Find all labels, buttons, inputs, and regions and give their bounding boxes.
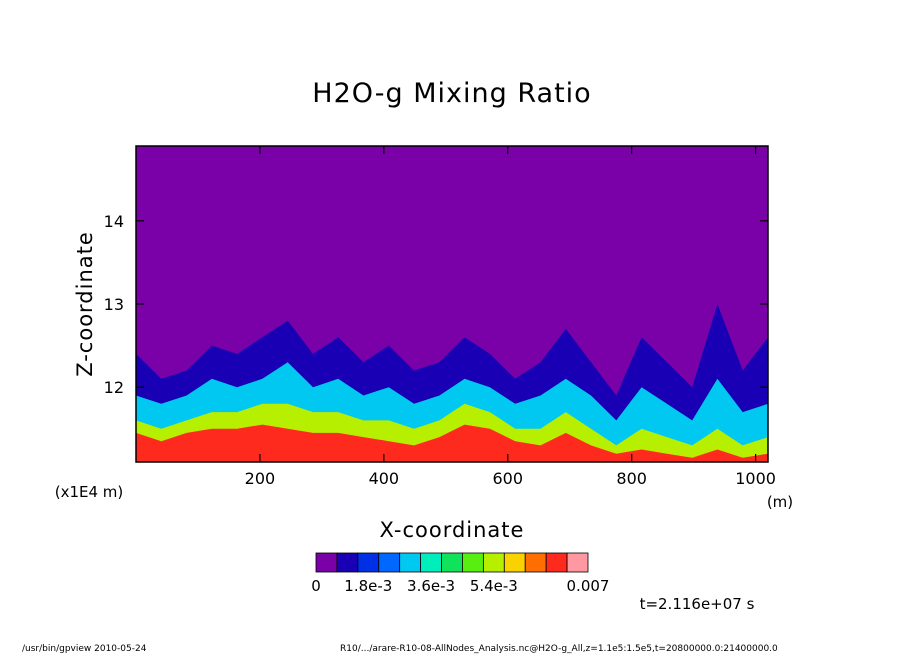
- colorbar-tick-label: 1.8e-3: [344, 577, 392, 595]
- colorbar-tick-label: 3.6e-3: [407, 577, 455, 595]
- colorbar-swatch: [357, 552, 380, 573]
- x-tick-label: 200: [245, 469, 276, 488]
- y-axis-title: Z-coordinate: [73, 231, 97, 377]
- x-unit-label: (m): [767, 493, 793, 511]
- colorbar-swatch: [566, 552, 589, 573]
- contour-band-5.0e-3: [136, 424, 768, 462]
- y-unit-label: (x1E4 m): [55, 483, 124, 501]
- y-axis-ticks: 12 13 14: [104, 212, 768, 397]
- x-axis-title: X-coordinate: [380, 518, 525, 542]
- colorbar-swatch: [399, 552, 422, 573]
- colorbar-swatch: [503, 552, 526, 573]
- colorbar-swatch: [441, 552, 463, 573]
- colorbar-tick-label: 5.4e-3: [470, 577, 518, 595]
- colorbar-swatch: [315, 552, 338, 573]
- colorbar-tick-label: 0: [311, 577, 321, 595]
- time-label: t=2.116e+07 s: [640, 595, 755, 613]
- footer-left: /usr/bin/gpview 2010-05-24: [22, 644, 147, 654]
- colorbar-swatch: [420, 552, 442, 573]
- footer-right: R10/.../arare-R10-08-AllNodes_Analysis.n…: [340, 644, 778, 654]
- x-tick-label: 1000: [735, 469, 776, 488]
- x-tick-label: 800: [616, 469, 647, 488]
- colorbar-swatch: [524, 552, 547, 573]
- x-axis-ticks: 200 400 600 800 1000: [245, 146, 776, 488]
- x-tick-label: 400: [369, 469, 400, 488]
- chart-title: H2O-g Mixing Ratio: [312, 78, 591, 109]
- colorbar-swatch: [378, 552, 401, 573]
- y-tick-label: 14: [104, 212, 124, 231]
- colorbar-swatch: [545, 552, 568, 573]
- colorbar-tick-label: 0.007: [567, 577, 610, 595]
- plot-area: [136, 146, 768, 462]
- x-tick-label: 600: [492, 469, 523, 488]
- colorbar-swatch: [462, 552, 484, 573]
- colorbar-swatch: [482, 552, 505, 573]
- colorbar: [315, 552, 589, 573]
- colorbar-swatch: [336, 552, 359, 573]
- colorbar-tick-labels: 0 1.8e-3 3.6e-3 5.4e-3 0.007: [311, 577, 609, 595]
- y-tick-label: 12: [104, 378, 124, 397]
- y-tick-label: 13: [104, 295, 124, 314]
